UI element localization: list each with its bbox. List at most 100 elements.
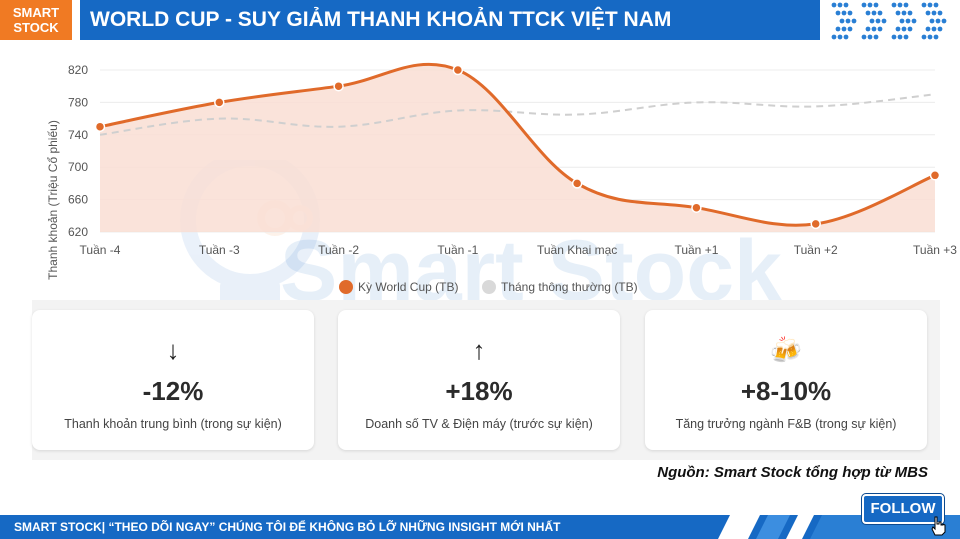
chevron-dot <box>897 34 903 40</box>
liquidity-chart: 620 660 700 740 780 820 Thanh khoản (Triệu Cổ… <box>46 62 958 294</box>
brand-line-1: SMART <box>12 5 60 20</box>
chevron-dot <box>841 10 847 16</box>
chevron-dot <box>891 2 897 8</box>
y-tick-label: 780 <box>68 95 88 109</box>
chevron-dot <box>869 18 875 24</box>
chevron-dot <box>851 18 857 24</box>
legend-label-world-cup: Kỳ World Cup (TB) <box>358 280 458 294</box>
chevron-dot <box>927 34 933 40</box>
chevron-pattern-icon <box>820 0 947 42</box>
x-tick-label: Tuần -1 <box>437 243 478 257</box>
chevron-dot <box>877 10 883 16</box>
chevron-dot <box>867 34 873 40</box>
stat-card-liquidity: ↓ -12% Thanh khoản trung bình (trong sự … <box>32 310 314 450</box>
y-axis-ticks: 620 660 700 740 780 820 <box>68 63 88 239</box>
chevron-dot <box>907 10 913 16</box>
chevron-dot <box>911 18 917 24</box>
chevron-dot <box>831 34 837 40</box>
footer-text: SMART STOCK| “THEO DÕI NGAY” CHÚNG TÔI Đ… <box>14 520 561 534</box>
footer-bar: SMART STOCK| “THEO DÕI NGAY” CHÚNG TÔI Đ… <box>0 515 960 539</box>
chevron-dot <box>933 2 939 8</box>
stat-card-fnb: 🍻 +8-10% Tăng trưởng ngành F&B (trong sự… <box>645 310 927 450</box>
x-tick-label: Tuần -4 <box>80 243 121 257</box>
chevron-dot <box>933 34 939 40</box>
footer-stripes <box>718 515 960 539</box>
chevron-dot <box>845 18 851 24</box>
chevron-dot <box>895 26 901 32</box>
y-tick-label: 700 <box>68 160 88 174</box>
chevron-dot <box>837 2 843 8</box>
chevron-dot <box>871 26 877 32</box>
stat-value: +18% <box>445 376 513 406</box>
chevron-dot <box>921 2 927 8</box>
chevron-dot <box>839 18 845 24</box>
chevron-dot <box>937 26 943 32</box>
y-tick-label: 660 <box>68 193 88 207</box>
data-point <box>214 97 225 108</box>
stat-label: Doanh số TV & Điện máy (trước sự kiện) <box>365 417 593 431</box>
data-point <box>929 170 941 181</box>
chevron-dot <box>847 26 853 32</box>
stat-value: +8-10% <box>740 376 832 406</box>
chevron-dot <box>903 34 909 40</box>
chevron-dot <box>873 2 879 8</box>
chevron-dot <box>937 10 943 16</box>
legend-swatch-normal-month <box>482 280 496 294</box>
chevron-dot <box>873 34 879 40</box>
page-title: WORLD CUP - SUY GIẢM THANH KHOẢN TTCK VI… <box>80 0 840 40</box>
x-tick-label: Tuần Khai mạc <box>537 243 617 257</box>
chevron-dot <box>901 26 907 32</box>
data-point <box>333 80 344 92</box>
world-cup-area <box>100 64 935 232</box>
chevron-dot <box>931 10 937 16</box>
chevron-dot <box>861 2 867 8</box>
data-point <box>691 202 702 213</box>
brand-line-2: STOCK <box>13 20 59 35</box>
chevron-dot <box>925 10 931 16</box>
legend-label-normal-month: Tháng thông thường (TB) <box>501 280 638 294</box>
chevron-dot <box>843 2 849 8</box>
chevron-dot <box>865 26 871 32</box>
chevron-dot <box>905 18 911 24</box>
chevron-dot <box>861 34 867 40</box>
data-point <box>94 121 106 132</box>
y-tick-label: 740 <box>68 128 88 142</box>
chevron-dot <box>925 26 931 32</box>
x-tick-label: Tuần +3 <box>913 243 957 257</box>
source-note: Nguồn: Smart Stock tổng hợp từ MBS <box>657 464 928 481</box>
data-point <box>810 218 821 230</box>
chevron-dot <box>835 26 841 32</box>
data-point <box>452 64 464 76</box>
chevron-dot <box>837 34 843 40</box>
chevron-dot <box>941 18 947 24</box>
chevron-dot <box>877 26 883 32</box>
chevron-dot <box>835 10 841 16</box>
chevron-dot <box>927 2 933 8</box>
beer-mugs-icon: 🍻 <box>769 335 803 365</box>
chevron-dot <box>901 10 907 16</box>
x-tick-label: Tuần +1 <box>674 243 718 257</box>
y-axis-label: Thanh khoản (Triệu Cổ phiếu) <box>46 120 60 280</box>
chevron-dot <box>903 2 909 8</box>
chevron-dot <box>841 26 847 32</box>
chevron-dot <box>847 10 853 16</box>
follow-button[interactable]: FOLLOW <box>862 494 944 524</box>
chevron-dot <box>907 26 913 32</box>
chevron-dot <box>831 2 837 8</box>
chevron-dot <box>897 2 903 8</box>
brand-logo: SMART STOCK <box>0 0 72 40</box>
chevron-dot <box>871 10 877 16</box>
x-tick-label: Tuần +2 <box>794 243 838 257</box>
stat-value: -12% <box>142 376 204 406</box>
chevron-dot <box>935 18 941 24</box>
x-axis-ticks: Tuần -4 Tuần -3 Tuần -2 Tuần -1 Tuần Khai mạ… <box>80 243 958 257</box>
stat-card-tv-sales: ↑ +18% Doanh số TV & Điện máy (trước sự … <box>338 310 620 450</box>
chevron-dot <box>875 18 881 24</box>
y-tick-label: 820 <box>68 63 88 77</box>
hand-cursor-icon <box>931 516 946 536</box>
chevron-dot <box>921 34 927 40</box>
series-line-world-cup <box>99 62 936 227</box>
arrow-up-icon: ↑ <box>472 335 486 365</box>
chart-legend: Kỳ World Cup (TB) Tháng thông thường (TB… <box>339 280 638 294</box>
stat-label: Tăng trưởng ngành F&B (trong sự kiện) <box>675 417 897 431</box>
